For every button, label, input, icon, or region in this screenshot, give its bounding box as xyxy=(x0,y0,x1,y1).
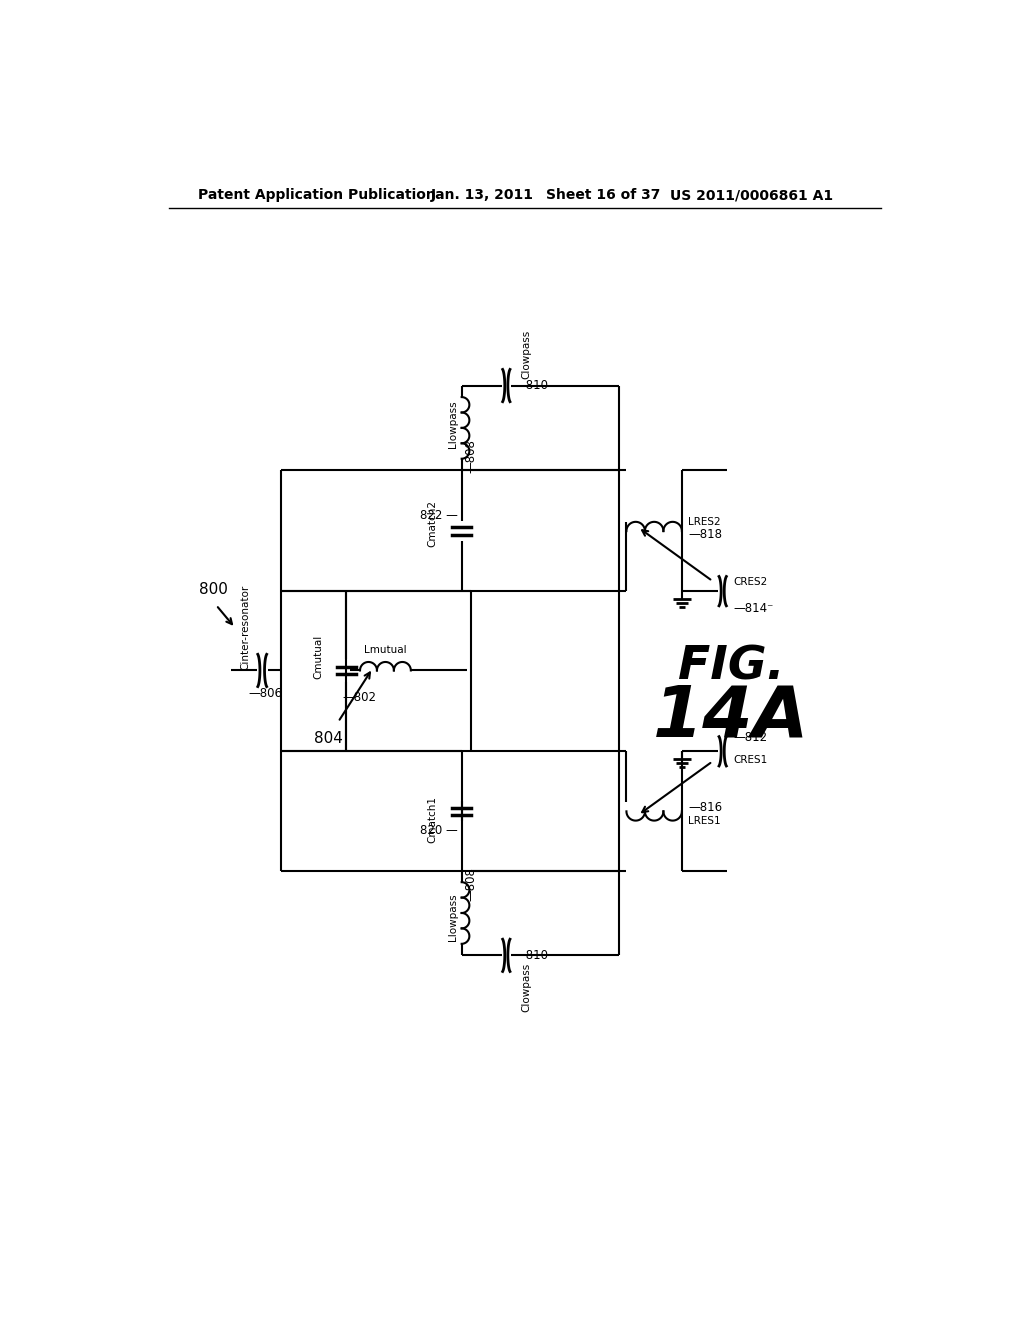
Text: 804: 804 xyxy=(313,731,342,746)
Text: 820 —: 820 — xyxy=(420,824,458,837)
Text: Cmatch1: Cmatch1 xyxy=(427,796,437,842)
Text: —816: —816 xyxy=(688,801,722,814)
Text: —814⁻: —814⁻ xyxy=(733,602,774,615)
Text: —808: —808 xyxy=(464,440,477,474)
Text: Lmutual: Lmutual xyxy=(364,645,407,655)
Text: CRES1: CRES1 xyxy=(733,755,768,766)
Text: —806: —806 xyxy=(249,686,283,700)
Text: Cinter-resonator: Cinter-resonator xyxy=(241,585,250,671)
Text: Clowpass: Clowpass xyxy=(521,330,531,379)
Text: —810: —810 xyxy=(514,379,548,392)
Text: —818: —818 xyxy=(688,528,722,541)
Text: —812: —812 xyxy=(733,731,768,744)
Text: Sheet 16 of 37: Sheet 16 of 37 xyxy=(547,189,660,202)
Text: —810: —810 xyxy=(514,949,548,962)
Text: Cmatch2: Cmatch2 xyxy=(427,500,437,546)
Text: Cmutual: Cmutual xyxy=(313,635,323,678)
Text: Jan. 13, 2011: Jan. 13, 2011 xyxy=(431,189,534,202)
Text: Llowpass: Llowpass xyxy=(447,400,458,447)
Text: —802: —802 xyxy=(342,690,376,704)
Text: FIG.: FIG. xyxy=(678,644,784,689)
Text: LRES1: LRES1 xyxy=(688,816,721,825)
Text: US 2011/0006861 A1: US 2011/0006861 A1 xyxy=(670,189,833,202)
Text: Patent Application Publication: Patent Application Publication xyxy=(199,189,436,202)
Text: 14A: 14A xyxy=(653,682,809,751)
Text: —808: —808 xyxy=(464,867,477,902)
Text: 822 —: 822 — xyxy=(420,510,458,523)
Text: 800: 800 xyxy=(200,582,228,598)
Text: LRES2: LRES2 xyxy=(688,517,721,527)
Text: Llowpass: Llowpass xyxy=(447,894,458,941)
Text: CRES2: CRES2 xyxy=(733,577,768,587)
Text: Clowpass: Clowpass xyxy=(521,964,531,1012)
